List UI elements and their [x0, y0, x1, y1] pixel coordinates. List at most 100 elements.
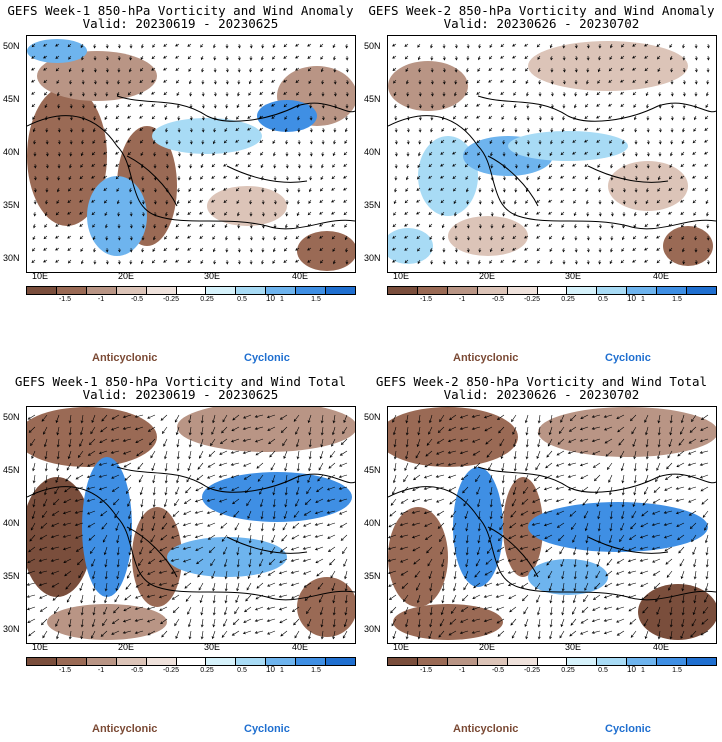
colorbar-tick: 0.5: [598, 667, 608, 674]
wind-arrow: [651, 510, 661, 515]
wind-arrow: [622, 151, 626, 157]
wind-arrow: [401, 486, 409, 494]
wind-arrow: [165, 163, 169, 169]
wind-arrow: [309, 151, 313, 157]
wind-arrow: [634, 199, 638, 205]
wind-arrow: [249, 247, 253, 253]
wind-arrow: [640, 522, 649, 528]
anticyclonic-label: Anticyclonic: [453, 352, 519, 364]
wind-arrow: [331, 223, 336, 227]
wind-arrow: [176, 211, 180, 216]
wind-arrow: [595, 570, 601, 579]
wind-arrow: [669, 151, 673, 157]
wind-arrow: [418, 79, 422, 85]
wind-arrow: [437, 522, 445, 529]
wind-arrow: [171, 582, 180, 587]
wind-arrow: [308, 462, 312, 472]
wind-arrow: [596, 498, 601, 508]
wind-arrow: [574, 55, 578, 61]
wind-arrow: [91, 211, 96, 216]
wind-arrow: [302, 570, 312, 575]
wind-arrow: [206, 510, 216, 515]
wind-arrow: [598, 199, 602, 205]
wind-arrow: [81, 115, 85, 121]
wind-arrow: [562, 91, 566, 97]
wind-arrow: [555, 474, 565, 478]
wind-arrow: [441, 211, 445, 216]
wind-arrow: [103, 187, 108, 191]
wind-arrow: [268, 438, 276, 445]
wind-arrow: [235, 163, 240, 167]
wind-arrow: [537, 67, 541, 73]
wind-arrow: [283, 79, 288, 83]
wind-arrow: [283, 450, 288, 459]
wind-arrow: [682, 55, 686, 61]
wind-arrow: [681, 618, 685, 628]
wind-arrow: [669, 43, 673, 48]
wind-arrow: [213, 55, 217, 61]
wind-arrow: [428, 630, 433, 640]
wind-arrow: [235, 534, 240, 544]
wind-arrow: [247, 139, 252, 143]
wind-arrow: [345, 79, 349, 85]
wind-arrow: [656, 55, 661, 60]
wind-arrow: [146, 594, 156, 598]
wind-arrow: [459, 426, 469, 430]
wind-arrow: [586, 259, 590, 265]
wind-arrow: [513, 438, 517, 448]
wind-arrow: [175, 55, 180, 59]
wind-arrow: [187, 43, 192, 47]
wind-arrow: [389, 510, 397, 517]
wind-arrow: [57, 163, 61, 169]
wind-arrow: [524, 474, 529, 483]
wind-arrow: [247, 151, 252, 155]
wind-arrow: [28, 546, 36, 553]
wind-arrow: [466, 55, 470, 61]
wind-arrow: [453, 582, 457, 592]
colorbar-swatch: [266, 658, 297, 665]
wind-arrow: [117, 55, 121, 61]
wind-arrow: [249, 211, 253, 217]
wind-arrow: [105, 43, 109, 49]
wind-arrow: [549, 151, 553, 157]
wind-arrow: [182, 558, 192, 563]
wind-arrow: [91, 618, 96, 628]
wind-arrow: [249, 199, 253, 205]
wind-arrow: [621, 43, 625, 48]
wind-arrow: [307, 67, 312, 72]
wind-arrow: [426, 546, 433, 554]
wind-arrow: [321, 163, 324, 169]
wind-arrow: [158, 594, 168, 599]
wind-arrow: [488, 115, 493, 119]
wind-arrow: [500, 91, 505, 95]
wind-arrow: [543, 498, 553, 502]
wind-arrow: [680, 187, 685, 191]
wind-arrow: [153, 211, 157, 217]
wind-arrow: [79, 582, 84, 592]
wind-arrow: [560, 163, 565, 167]
wind-arrow: [278, 570, 288, 575]
wind-arrow: [693, 594, 697, 604]
wind-arrow: [473, 462, 481, 469]
wind-arrow: [187, 199, 192, 204]
wind-arrow: [185, 594, 192, 602]
wind-arrow: [582, 498, 589, 506]
wind-arrow: [466, 247, 470, 253]
wind-arrow: [653, 486, 661, 493]
wind-arrow: [81, 55, 84, 61]
wind-arrow: [519, 522, 529, 527]
wind-arrow: [326, 498, 336, 502]
wind-arrow: [489, 498, 493, 508]
wind-arrow: [568, 426, 577, 432]
wind-arrow: [520, 570, 529, 575]
colorbar-swatch: [176, 287, 207, 294]
wind-arrow: [115, 522, 120, 532]
colorbar-swatch: [326, 287, 355, 294]
wind-arrow: [105, 259, 109, 265]
wind-arrow: [306, 486, 312, 495]
wind-arrow: [344, 139, 348, 144]
wind-arrow: [297, 139, 301, 145]
wind-arrow: [248, 79, 252, 85]
wind-arrow: [567, 462, 577, 466]
wind-arrow: [514, 139, 518, 145]
